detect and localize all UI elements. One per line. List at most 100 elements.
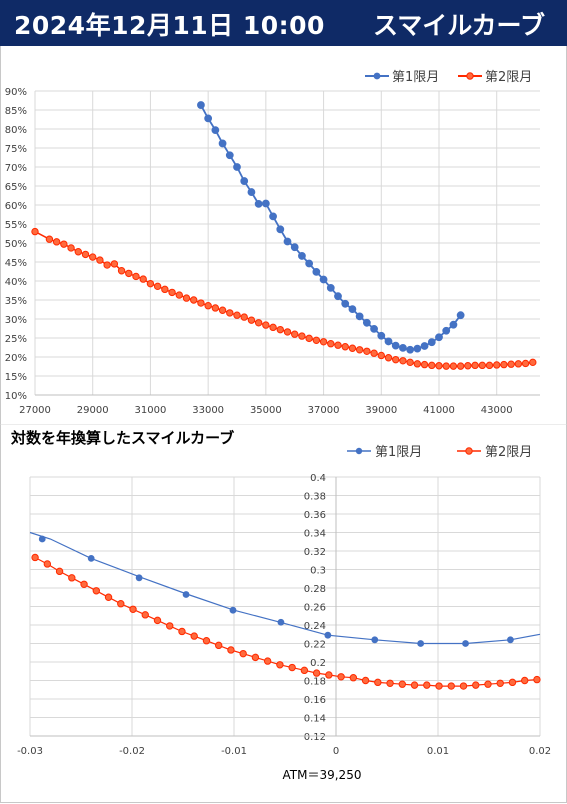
data-point <box>521 359 530 368</box>
data-point <box>435 362 443 370</box>
data-point <box>472 681 480 689</box>
x-tick-label: -0.01 <box>221 746 247 757</box>
data-point <box>182 294 191 302</box>
data-point <box>348 344 357 352</box>
data-point <box>459 682 468 690</box>
x-tick-label: 41000 <box>423 405 455 416</box>
data-point <box>125 269 133 278</box>
data-point <box>398 680 406 688</box>
data-point <box>507 636 514 644</box>
data-point <box>462 640 469 647</box>
data-point <box>31 553 39 562</box>
data-point <box>384 337 393 346</box>
data-point <box>182 591 190 598</box>
data-point <box>103 261 111 269</box>
data-point <box>161 285 169 294</box>
y-tick-label: 0.22 <box>304 640 326 651</box>
y-tick-label: 0.28 <box>304 584 326 595</box>
y-tick-label: 0.12 <box>304 732 326 743</box>
data-point <box>370 349 378 357</box>
data-point <box>363 347 371 355</box>
y-tick-label: 20% <box>5 353 27 364</box>
data-point <box>247 316 256 324</box>
data-point <box>312 267 321 276</box>
header-title: スマイルカーブ <box>372 11 545 40</box>
data-point <box>361 676 370 685</box>
y-tick-label: 0.2 <box>310 658 326 669</box>
data-point <box>312 669 321 677</box>
data-point <box>153 616 162 625</box>
y-tick-label: 0.38 <box>304 492 326 503</box>
legend-label: 第2限月 <box>485 70 532 85</box>
data-point <box>276 661 284 669</box>
data-point <box>334 292 342 301</box>
data-point <box>471 361 479 370</box>
x-tick-label: 0.02 <box>529 746 551 757</box>
data-point <box>202 637 211 645</box>
data-point <box>464 362 472 370</box>
data-point <box>211 304 220 312</box>
data-point <box>239 649 247 658</box>
y-tick-label: 60% <box>5 201 27 212</box>
data-point <box>456 362 465 370</box>
data-point <box>417 640 425 647</box>
y-tick-label: 55% <box>5 220 27 231</box>
data-point <box>168 288 176 297</box>
data-point <box>283 237 292 246</box>
data-point <box>277 618 285 626</box>
data-point <box>298 332 306 340</box>
data-point <box>178 627 186 636</box>
data-point <box>406 345 415 354</box>
data-point <box>355 312 364 321</box>
data-point <box>141 611 149 619</box>
data-point <box>377 351 385 360</box>
data-point <box>399 357 407 365</box>
x-tick-label: 37000 <box>308 405 340 416</box>
data-point <box>269 323 277 332</box>
y-tick-label: 65% <box>5 182 27 193</box>
data-point <box>325 671 333 679</box>
data-point <box>442 362 450 370</box>
y-tick-label: 0.4 <box>310 473 326 484</box>
data-point <box>204 114 213 123</box>
y-tick-label: 0.14 <box>304 714 326 725</box>
data-point <box>132 272 140 281</box>
data-point <box>254 199 263 208</box>
data-point <box>80 580 88 589</box>
data-point <box>496 679 504 687</box>
data-point <box>276 225 285 234</box>
data-point <box>92 587 101 595</box>
data-point <box>87 555 95 562</box>
y-tick-label: 0.26 <box>304 603 326 614</box>
data-point <box>312 336 321 344</box>
data-point <box>254 319 263 327</box>
data-point <box>31 227 39 236</box>
data-point <box>374 678 382 687</box>
data-point <box>514 360 523 368</box>
data-point <box>341 343 349 351</box>
y-tick-label: 15% <box>5 372 27 383</box>
data-point <box>456 311 465 320</box>
data-point <box>435 333 443 342</box>
data-point <box>449 320 458 329</box>
x-tick-label: 0.01 <box>427 746 449 757</box>
data-point <box>60 240 68 248</box>
data-point <box>406 358 414 367</box>
data-point <box>341 299 350 308</box>
data-point <box>233 311 241 319</box>
data-point <box>288 663 296 672</box>
y-tick-label: 25% <box>5 334 27 345</box>
data-point <box>215 641 223 650</box>
x-tick-label: 43000 <box>481 405 513 416</box>
x-tick-label: -0.02 <box>119 746 145 757</box>
log-annualized-smile-chart: 対数を年換算したスマイルカーブ 0.12 0.14 0.16 0.18 0.2 0.22 0.… <box>0 424 567 782</box>
y-tick-label: 30% <box>5 315 27 326</box>
data-point <box>326 283 335 292</box>
x-tick-label: 0 <box>333 746 339 757</box>
data-point <box>493 361 501 369</box>
data-point <box>435 682 443 690</box>
legend-marker <box>373 72 381 80</box>
data-point <box>362 318 371 327</box>
y-tick-label: 80% <box>5 125 27 136</box>
series-line <box>34 230 533 367</box>
